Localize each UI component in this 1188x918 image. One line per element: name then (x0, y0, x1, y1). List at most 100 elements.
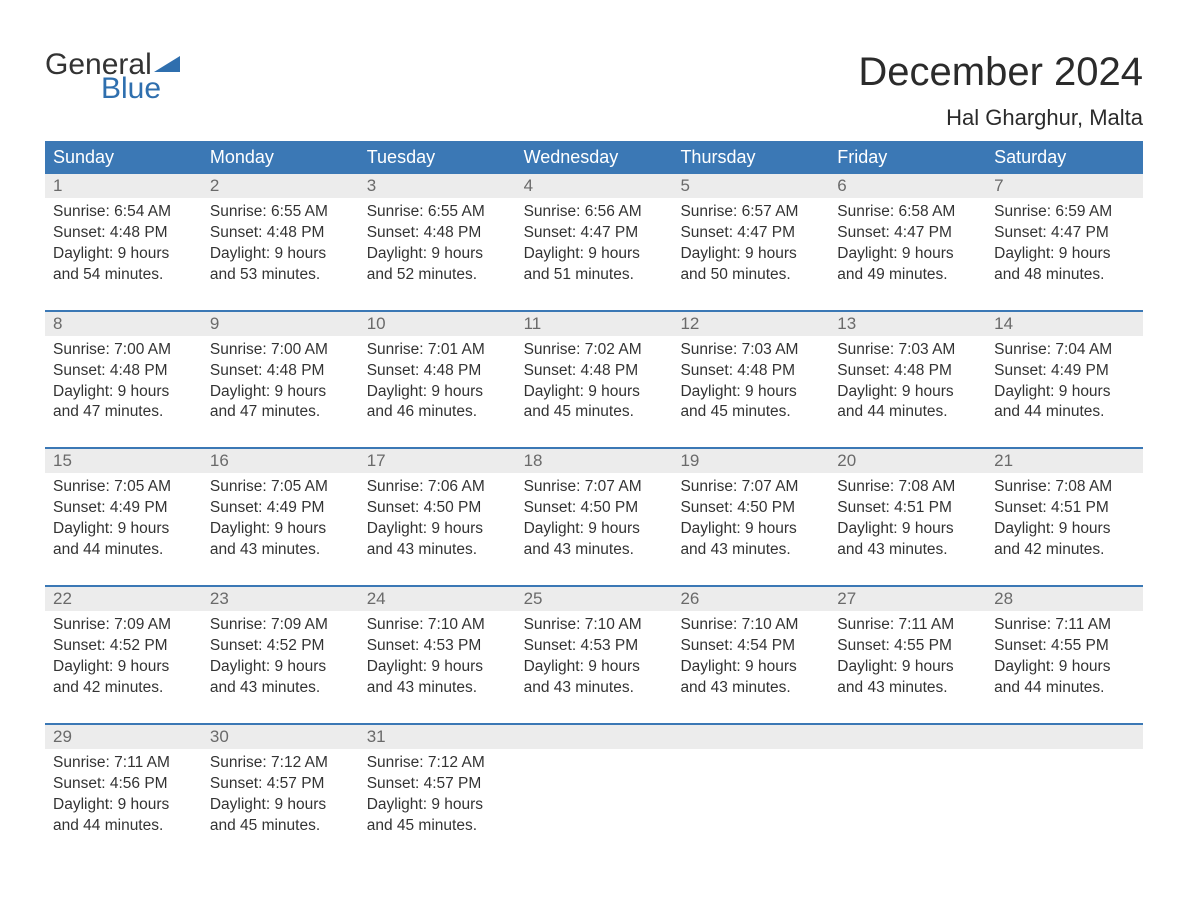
sunrise-line: Sunrise: 6:54 AM (53, 202, 194, 223)
daylight-line: Daylight: 9 hours (994, 382, 1135, 403)
daylight-line: Daylight: 9 hours (53, 657, 194, 678)
sunrise-line: Sunrise: 7:11 AM (994, 615, 1135, 636)
day-details (829, 749, 986, 829)
location-label: Hal Gharghur, Malta (858, 105, 1143, 131)
day-details: Sunrise: 7:09 AMSunset: 4:52 PMDaylight:… (45, 611, 202, 705)
daylight-line: Daylight: 9 hours (837, 519, 978, 540)
calendar-cell: 12Sunrise: 7:03 AMSunset: 4:48 PMDayligh… (672, 312, 829, 430)
daylight-line: Daylight: 9 hours (210, 657, 351, 678)
daylight-line: Daylight: 9 hours (367, 382, 508, 403)
sunrise-line: Sunrise: 6:59 AM (994, 202, 1135, 223)
daylight-line: and 44 minutes. (837, 402, 978, 423)
calendar: Sunday Monday Tuesday Wednesday Thursday… (45, 141, 1143, 842)
daylight-line: and 44 minutes. (53, 816, 194, 837)
daylight-line: and 43 minutes. (524, 678, 665, 699)
flag-icon (154, 54, 180, 74)
sunrise-line: Sunrise: 6:55 AM (210, 202, 351, 223)
day-number: 17 (359, 449, 516, 473)
day-number (672, 725, 829, 749)
daylight-line: and 46 minutes. (367, 402, 508, 423)
day-number (516, 725, 673, 749)
day-number: 31 (359, 725, 516, 749)
calendar-week: 15Sunrise: 7:05 AMSunset: 4:49 PMDayligh… (45, 447, 1143, 567)
sunset-line: Sunset: 4:53 PM (524, 636, 665, 657)
calendar-cell: 25Sunrise: 7:10 AMSunset: 4:53 PMDayligh… (516, 587, 673, 705)
calendar-cell: 5Sunrise: 6:57 AMSunset: 4:47 PMDaylight… (672, 174, 829, 292)
daylight-line: and 43 minutes. (524, 540, 665, 561)
calendar-cell: 28Sunrise: 7:11 AMSunset: 4:55 PMDayligh… (986, 587, 1143, 705)
sunrise-line: Sunrise: 7:09 AM (53, 615, 194, 636)
day-number: 11 (516, 312, 673, 336)
day-details: Sunrise: 7:12 AMSunset: 4:57 PMDaylight:… (359, 749, 516, 843)
day-number: 2 (202, 174, 359, 198)
day-number: 12 (672, 312, 829, 336)
sunrise-line: Sunrise: 7:02 AM (524, 340, 665, 361)
calendar-cell: 3Sunrise: 6:55 AMSunset: 4:48 PMDaylight… (359, 174, 516, 292)
daylight-line: Daylight: 9 hours (367, 657, 508, 678)
day-details: Sunrise: 7:08 AMSunset: 4:51 PMDaylight:… (986, 473, 1143, 567)
sunset-line: Sunset: 4:50 PM (524, 498, 665, 519)
day-number: 16 (202, 449, 359, 473)
daylight-line: Daylight: 9 hours (210, 244, 351, 265)
daylight-line: Daylight: 9 hours (524, 519, 665, 540)
page-title: December 2024 (858, 50, 1143, 95)
weeks-container: 1Sunrise: 6:54 AMSunset: 4:48 PMDaylight… (45, 174, 1143, 842)
daylight-line: and 47 minutes. (53, 402, 194, 423)
daylight-line: Daylight: 9 hours (53, 795, 194, 816)
sunset-line: Sunset: 4:48 PM (53, 223, 194, 244)
weekday-header: Saturday (986, 141, 1143, 174)
day-details: Sunrise: 7:00 AMSunset: 4:48 PMDaylight:… (202, 336, 359, 430)
calendar-cell: 15Sunrise: 7:05 AMSunset: 4:49 PMDayligh… (45, 449, 202, 567)
day-details (516, 749, 673, 829)
sunrise-line: Sunrise: 6:58 AM (837, 202, 978, 223)
day-details: Sunrise: 7:03 AMSunset: 4:48 PMDaylight:… (829, 336, 986, 430)
day-number: 13 (829, 312, 986, 336)
day-details: Sunrise: 7:11 AMSunset: 4:55 PMDaylight:… (829, 611, 986, 705)
daylight-line: Daylight: 9 hours (680, 657, 821, 678)
day-number: 10 (359, 312, 516, 336)
logo: General Blue (45, 50, 180, 104)
calendar-cell: 9Sunrise: 7:00 AMSunset: 4:48 PMDaylight… (202, 312, 359, 430)
sunrise-line: Sunrise: 7:00 AM (210, 340, 351, 361)
sunrise-line: Sunrise: 7:11 AM (53, 753, 194, 774)
day-details: Sunrise: 7:11 AMSunset: 4:55 PMDaylight:… (986, 611, 1143, 705)
daylight-line: and 50 minutes. (680, 265, 821, 286)
day-number: 21 (986, 449, 1143, 473)
calendar-cell: 1Sunrise: 6:54 AMSunset: 4:48 PMDaylight… (45, 174, 202, 292)
daylight-line: Daylight: 9 hours (837, 382, 978, 403)
sunrise-line: Sunrise: 7:09 AM (210, 615, 351, 636)
day-details: Sunrise: 7:03 AMSunset: 4:48 PMDaylight:… (672, 336, 829, 430)
day-number: 28 (986, 587, 1143, 611)
sunset-line: Sunset: 4:48 PM (210, 223, 351, 244)
day-details: Sunrise: 7:09 AMSunset: 4:52 PMDaylight:… (202, 611, 359, 705)
daylight-line: and 44 minutes. (994, 402, 1135, 423)
sunset-line: Sunset: 4:47 PM (680, 223, 821, 244)
daylight-line: and 43 minutes. (367, 540, 508, 561)
calendar-week: 22Sunrise: 7:09 AMSunset: 4:52 PMDayligh… (45, 585, 1143, 705)
sunset-line: Sunset: 4:49 PM (53, 498, 194, 519)
day-number: 1 (45, 174, 202, 198)
sunset-line: Sunset: 4:57 PM (367, 774, 508, 795)
weekday-header: Friday (829, 141, 986, 174)
sunrise-line: Sunrise: 6:57 AM (680, 202, 821, 223)
calendar-cell: 10Sunrise: 7:01 AMSunset: 4:48 PMDayligh… (359, 312, 516, 430)
daylight-line: Daylight: 9 hours (994, 657, 1135, 678)
daylight-line: Daylight: 9 hours (210, 519, 351, 540)
day-details: Sunrise: 7:05 AMSunset: 4:49 PMDaylight:… (45, 473, 202, 567)
calendar-cell: 19Sunrise: 7:07 AMSunset: 4:50 PMDayligh… (672, 449, 829, 567)
sunrise-line: Sunrise: 7:07 AM (524, 477, 665, 498)
weekday-header-row: Sunday Monday Tuesday Wednesday Thursday… (45, 141, 1143, 174)
calendar-cell: 17Sunrise: 7:06 AMSunset: 4:50 PMDayligh… (359, 449, 516, 567)
day-details: Sunrise: 6:58 AMSunset: 4:47 PMDaylight:… (829, 198, 986, 292)
sunrise-line: Sunrise: 7:10 AM (524, 615, 665, 636)
day-details: Sunrise: 6:54 AMSunset: 4:48 PMDaylight:… (45, 198, 202, 292)
daylight-line: and 43 minutes. (210, 540, 351, 561)
daylight-line: Daylight: 9 hours (680, 519, 821, 540)
sunset-line: Sunset: 4:55 PM (837, 636, 978, 657)
day-details (986, 749, 1143, 829)
day-details: Sunrise: 7:06 AMSunset: 4:50 PMDaylight:… (359, 473, 516, 567)
sunrise-line: Sunrise: 7:03 AM (837, 340, 978, 361)
sunrise-line: Sunrise: 7:01 AM (367, 340, 508, 361)
calendar-cell: 7Sunrise: 6:59 AMSunset: 4:47 PMDaylight… (986, 174, 1143, 292)
daylight-line: and 49 minutes. (837, 265, 978, 286)
